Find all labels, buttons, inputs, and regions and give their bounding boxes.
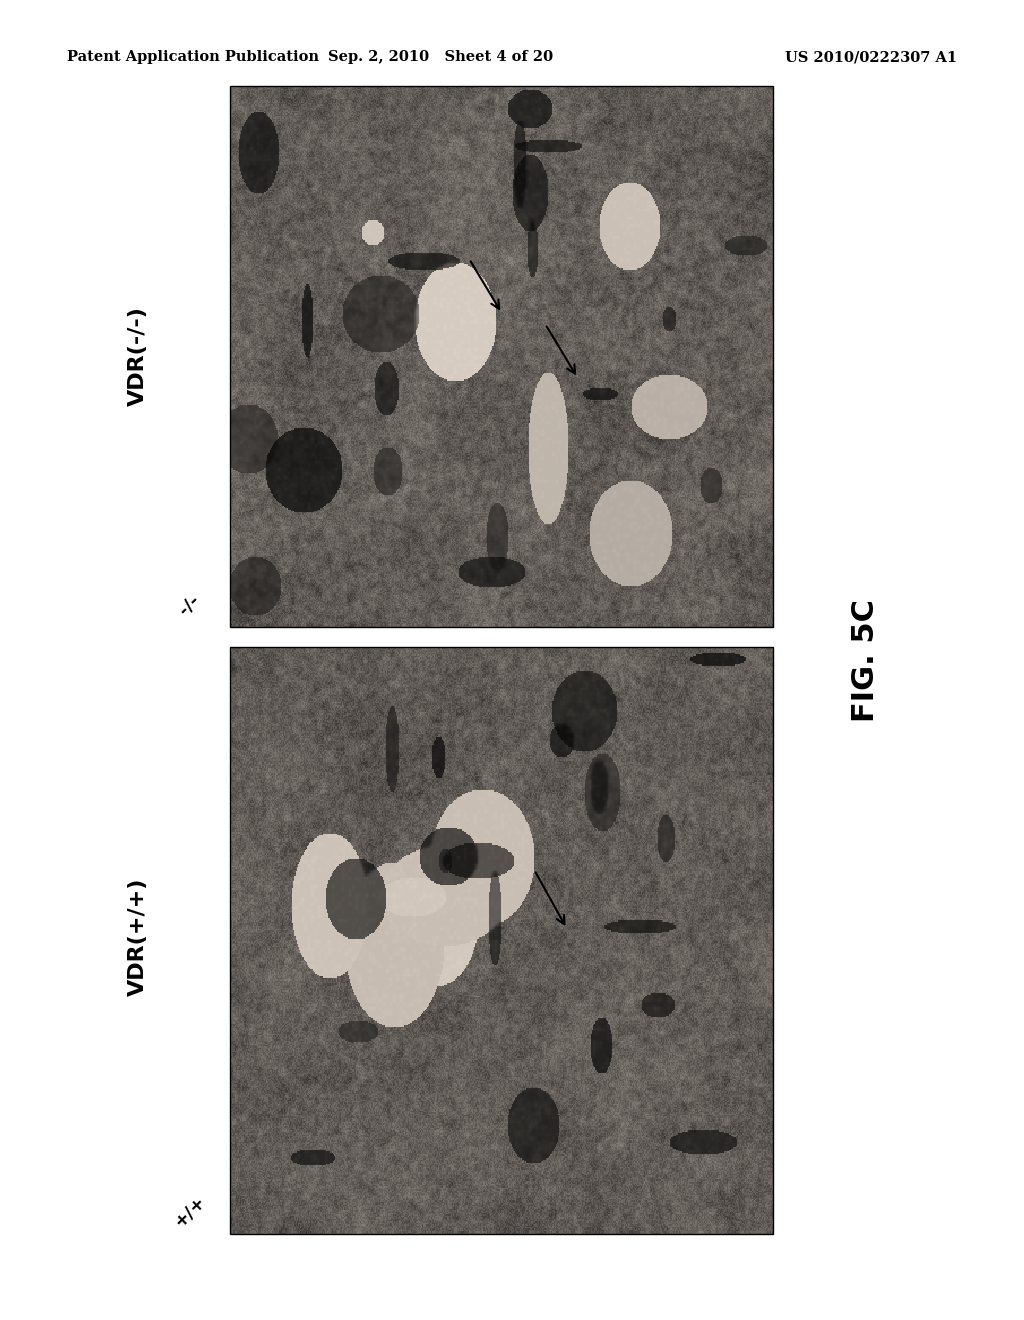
Text: -/-: -/- [175,590,204,619]
Text: Patent Application Publication: Patent Application Publication [67,50,318,65]
Text: US 2010/0222307 A1: US 2010/0222307 A1 [785,50,957,65]
Text: VDR(-/-): VDR(-/-) [128,306,148,407]
Text: Sep. 2, 2010   Sheet 4 of 20: Sep. 2, 2010 Sheet 4 of 20 [328,50,553,65]
Text: FIG. 5C: FIG. 5C [851,598,880,722]
Text: VDR(+/+): VDR(+/+) [128,878,148,997]
Text: +/+: +/+ [170,1192,209,1232]
